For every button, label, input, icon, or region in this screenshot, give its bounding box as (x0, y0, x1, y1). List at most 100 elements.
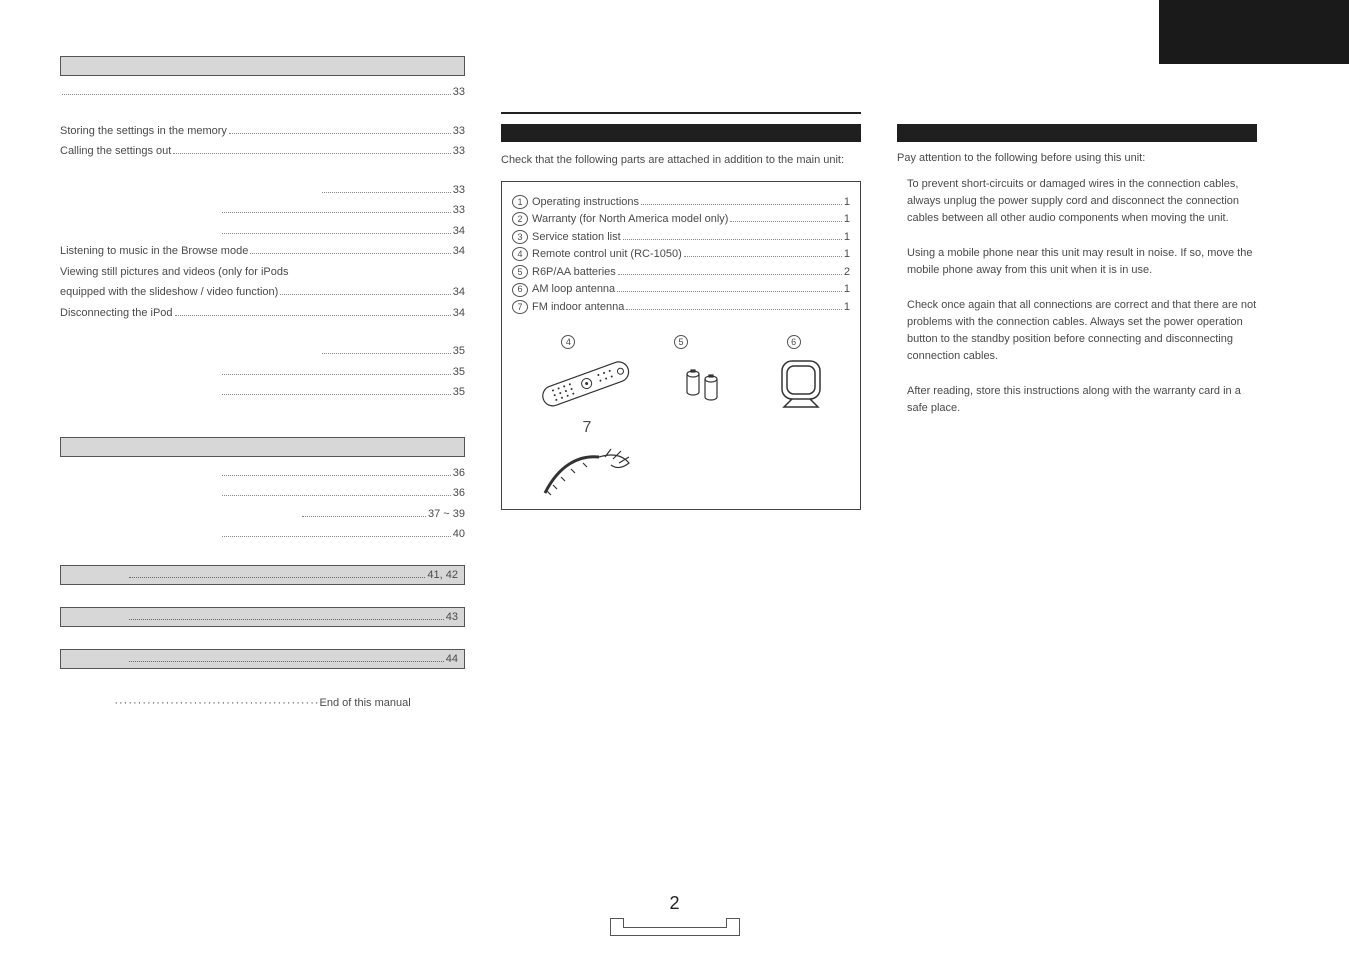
toc-line: 33 (60, 84, 465, 101)
toc-line: 37 ~ 39 (60, 506, 465, 523)
toc-line: 33 (60, 202, 465, 219)
accessory-line: 1 Operating instructions 1 (512, 194, 850, 212)
page-footer: 2 (610, 893, 740, 936)
toc-page: 35 (453, 384, 465, 401)
toc-page: 34 (453, 284, 465, 301)
illustration-tags: 4 5 6 (512, 335, 850, 349)
illus-tag-4: 4 (561, 335, 575, 349)
toc-section-bar: 43 (60, 607, 465, 627)
toc-line: 40 (60, 526, 465, 543)
accessory-line: 5 R6P/AA batteries 2 (512, 264, 850, 282)
caution-paragraph: Using a mobile phone near this unit may … (897, 245, 1257, 279)
toc-line: Viewing still pictures and videos (only … (60, 264, 465, 281)
toc-section-bar: 44 (60, 649, 465, 669)
accessory-number: 3 (512, 230, 528, 244)
toc-page: 43 (446, 611, 458, 623)
illustration-row-1 (512, 355, 850, 409)
accessory-qty: 1 (844, 211, 850, 229)
caution-paragraph: To prevent short-circuits or damaged wir… (897, 176, 1257, 227)
illus-tag-6: 6 (787, 335, 801, 349)
toc-page: 37 ~ 39 (428, 506, 465, 523)
accessory-qty: 2 (844, 264, 850, 282)
toc-line: 35 (60, 343, 465, 360)
accessory-line: 4Remote control unit (RC-1050)1 (512, 246, 850, 264)
accessory-number: 6 (512, 283, 528, 297)
toc-line: 34 (60, 223, 465, 240)
accessory-line: 3 Service station list 1 (512, 229, 850, 247)
toc-line: Calling the settings out33 (60, 143, 465, 160)
toc-line: 36 (60, 485, 465, 502)
accessory-label: Warranty (for North America model only) (532, 211, 728, 229)
toc-label: Viewing still pictures and videos (only … (60, 264, 288, 281)
accessory-qty: 1 (844, 246, 850, 264)
accessory-number: 7 (512, 300, 528, 314)
accessories-column: Check that the following parts are attac… (501, 56, 861, 709)
toc-page: 33 (453, 123, 465, 140)
toc-page: 33 (453, 202, 465, 219)
toc-label: Storing the settings in the memory (60, 123, 227, 140)
toc-section-header (60, 56, 465, 76)
toc-label: Disconnecting the iPod (60, 305, 173, 322)
toc-line: Storing the settings in the memory 33 (60, 123, 465, 140)
columns: 33 Storing the settings in the memory 33 Ca… (60, 56, 1289, 709)
accessory-label: AM loop antenna (532, 281, 615, 299)
section-rule (501, 112, 861, 114)
accessory-number: 2 (512, 212, 528, 226)
toc-end-label: End of this manual (320, 697, 411, 709)
toc-page: 36 (453, 485, 465, 502)
cautions-intro: Pay attention to the following before us… (897, 152, 1257, 164)
accessory-label: Remote control unit (RC-1050) (532, 246, 682, 264)
accessory-line: 2 Warranty (for North America model only)… (512, 211, 850, 229)
toc-label: equipped with the slideshow / video func… (60, 284, 278, 301)
toc-line: 35 (60, 384, 465, 401)
toc-page: 33 (453, 182, 465, 199)
accessory-qty: 1 (844, 229, 850, 247)
caution-paragraph: Check once again that all connections ar… (897, 297, 1257, 365)
toc-page: 35 (453, 343, 465, 360)
fm-antenna-icon (539, 445, 635, 499)
toc-line: 33 (60, 182, 465, 199)
batteries-icon (677, 362, 737, 402)
toc-end-line: ········································… (60, 697, 465, 709)
accessory-label: R6P/AA batteries (532, 264, 616, 282)
accessory-qty: 1 (844, 299, 850, 317)
toc-page: 41, 42 (427, 569, 458, 581)
accessories-box: 1Operating instructions12Warranty (for N… (501, 181, 861, 510)
accessories-header (501, 124, 861, 142)
toc-section-bar: 41, 42 (60, 565, 465, 585)
illus-tag-7: 7 (583, 419, 592, 437)
accessory-line: 7 FM indoor antenna 1 (512, 299, 850, 317)
toc-page: 34 (453, 243, 465, 260)
illus-tag-5: 5 (674, 335, 688, 349)
page-number: 2 (610, 893, 740, 914)
toc-label: Listening to music in the Browse mode (60, 243, 248, 260)
caution-paragraph: After reading, store this instructions a… (897, 383, 1257, 417)
toc-column: 33 Storing the settings in the memory 33 Ca… (60, 56, 465, 709)
accessory-label: Operating instructions (532, 194, 639, 212)
toc-section-header (60, 437, 465, 457)
toc-label: Calling the settings out (60, 143, 171, 160)
cautions-column: Pay attention to the following before us… (897, 56, 1257, 709)
accessory-label: Service station list (532, 229, 621, 247)
accessory-qty: 1 (844, 194, 850, 212)
toc-page: 36 (453, 465, 465, 482)
am-loop-antenna-icon (774, 355, 832, 409)
toc-line: 36 (60, 465, 465, 482)
illustration-row-2: 7 (512, 419, 632, 499)
toc-line: Listening to music in the Browse mode 34 (60, 243, 465, 260)
accessory-number: 1 (512, 195, 528, 209)
toc-page: 44 (446, 653, 458, 665)
remote-control-icon (530, 356, 640, 408)
side-tab (1159, 0, 1349, 64)
accessory-number: 5 (512, 265, 528, 279)
accessories-intro: Check that the following parts are attac… (501, 152, 861, 169)
toc-page: 34 (453, 305, 465, 322)
accessory-line: 6AM loop antenna1 (512, 281, 850, 299)
accessory-label: FM indoor antenna (532, 299, 624, 317)
footer-tab-icon (610, 918, 740, 936)
toc-line: equipped with the slideshow / video func… (60, 284, 465, 301)
page: 33 Storing the settings in the memory 33 Ca… (0, 0, 1349, 954)
toc-page: 33 (453, 84, 465, 101)
toc-page: 40 (453, 526, 465, 543)
toc-page: 35 (453, 364, 465, 381)
